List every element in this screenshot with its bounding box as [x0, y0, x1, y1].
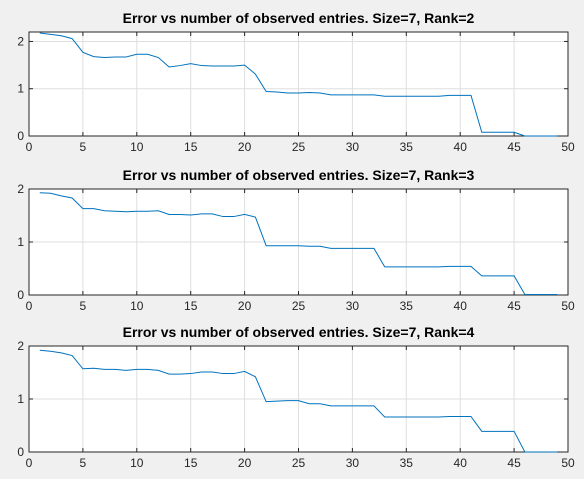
x-tick-label: 30 [346, 299, 360, 313]
x-tick-label: 0 [26, 140, 33, 154]
x-tick-label: 0 [26, 299, 33, 313]
x-tick-label: 45 [507, 456, 521, 470]
chart-2: 0 5 10 15 20 25 30 35 40 45 50 0 1 2 Error vs number o… [17, 167, 575, 313]
chart-title: Error vs number of observed entries. Siz… [123, 167, 475, 183]
x-tick-label: 25 [292, 140, 306, 154]
series-line [39, 349, 558, 453]
x-tick-label: 35 [400, 456, 414, 470]
series-line [39, 32, 558, 137]
x-tick-label: 45 [507, 299, 521, 313]
x-tick-label: 5 [80, 299, 87, 313]
chart-title: Error vs number of observed entries. Siz… [123, 10, 475, 26]
y-tick-label: 1 [17, 235, 24, 249]
x-tick-label: 30 [346, 140, 360, 154]
y-tick-label: 0 [17, 288, 24, 302]
x-tick-label: 20 [238, 456, 252, 470]
x-tick-label: 15 [184, 456, 198, 470]
y-tick-label: 2 [17, 182, 24, 196]
y-tick-label: 0 [17, 445, 24, 459]
y-tick-label: 1 [17, 82, 24, 96]
x-tick-label: 40 [454, 140, 468, 154]
x-tick-label: 40 [454, 456, 468, 470]
y-tick-label: 0 [17, 129, 24, 143]
x-tick-label: 20 [238, 140, 252, 154]
chart-title: Error vs number of observed entries. Siz… [123, 324, 475, 340]
x-tick-label: 50 [561, 140, 575, 154]
x-tick-label: 40 [454, 299, 468, 313]
x-tick-label: 50 [561, 299, 575, 313]
chart-3: 0 5 10 15 20 25 30 35 40 45 50 0 1 2 Error vs number o… [17, 324, 575, 470]
x-tick-label: 50 [561, 456, 575, 470]
x-tick-label: 15 [184, 140, 198, 154]
y-tick-label: 2 [17, 34, 24, 48]
x-tick-label: 0 [26, 456, 33, 470]
x-tick-label: 35 [400, 299, 414, 313]
x-tick-label: 25 [292, 456, 306, 470]
x-tick-label: 30 [346, 456, 360, 470]
chart-1: 0 5 10 15 20 25 30 35 40 45 50 0 1 2 Error vs number o… [17, 10, 575, 154]
series-line [39, 192, 558, 295]
x-tick-label: 45 [507, 140, 521, 154]
x-tick-label: 15 [184, 299, 198, 313]
x-tick-label: 10 [130, 140, 144, 154]
x-tick-label: 35 [400, 140, 414, 154]
x-tick-label: 5 [80, 456, 87, 470]
x-tick-label: 10 [130, 456, 144, 470]
x-tick-label: 5 [80, 140, 87, 154]
y-tick-label: 2 [17, 339, 24, 353]
x-tick-label: 20 [238, 299, 252, 313]
y-tick-label: 1 [17, 392, 24, 406]
x-tick-label: 10 [130, 299, 144, 313]
x-tick-label: 25 [292, 299, 306, 313]
